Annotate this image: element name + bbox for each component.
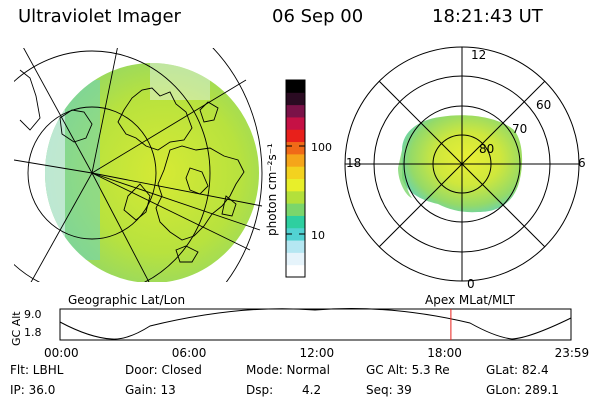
colorbar-band (286, 153, 305, 167)
colorbar-band (286, 141, 305, 155)
colorbar-band (286, 240, 305, 253)
date-readout: 06 Sep 00 (272, 6, 364, 27)
door-readout: Door: Closed (125, 363, 202, 377)
colorbar-band (286, 166, 305, 179)
dsp-value: 4.2 (302, 383, 322, 397)
colorbar-band (286, 116, 305, 130)
mlat-label-80: 80 (479, 142, 494, 156)
mlt-label-12: 12 (471, 48, 486, 62)
colorbar-band (286, 80, 305, 93)
alt-ylabel: GC Alt (10, 311, 23, 346)
colorbar-band (286, 264, 305, 278)
app-title: Ultraviolet Imager (18, 6, 181, 27)
mode-readout: Mode: Normal (246, 363, 330, 377)
time-readout: 18:21:43 UT (432, 6, 543, 27)
coastlines (19, 69, 245, 263)
gain-readout: Gain: 13 (125, 383, 176, 397)
colorbar-band (286, 190, 305, 204)
geo-caption: Geographic Lat/Lon (68, 293, 185, 307)
altitude-curve (59, 308, 572, 340)
ip-readout: IP: 36.0 (10, 383, 56, 397)
altitude-plot: 9.0 1.8 GC Alt 00:00 06:00 12:00 18:00 23:59 (10, 308, 589, 360)
dsp-label: Dsp: (246, 383, 274, 397)
mlt-label-6: 6 (578, 156, 586, 170)
mlt-label-18: 18 (346, 156, 361, 170)
gc-alt-readout: GC Alt: 5.3 Re (366, 363, 450, 377)
colorbar-band (286, 252, 305, 266)
alt-xtick-label: 12:00 (300, 346, 335, 360)
filter-readout: Flt: LBHL (10, 363, 64, 377)
colorbar-band (286, 203, 305, 216)
colorbar-band (286, 92, 305, 106)
colorbar-band (286, 178, 305, 192)
alt-xtick-label: 23:59 (555, 346, 590, 360)
colorbar: 100 10 photon cm⁻²s⁻¹ (265, 79, 332, 278)
alt-xtick-label: 06:00 (172, 346, 207, 360)
colorbar-unit-label: photon cm⁻²s⁻¹ (265, 143, 279, 236)
glat-readout: GLat: 82.4 (486, 363, 549, 377)
colorbar-tick-100: 100 (311, 141, 332, 154)
geographic-image (14, 48, 263, 282)
polar-plot: 12 6 0 18 60 70 80 (344, 46, 586, 291)
alt-ytick-high: 9.0 (24, 308, 42, 321)
seq-readout: Seq: 39 (366, 383, 412, 397)
mlat-label-60: 60 (536, 98, 551, 112)
colorbar-band (286, 215, 305, 229)
mlat-label-70: 70 (512, 122, 527, 136)
colorbar-band (286, 227, 305, 241)
alt-ytick-low: 1.8 (24, 326, 42, 339)
apex-caption: Apex MLat/MLT (425, 293, 515, 307)
colorbar-band (286, 129, 305, 143)
colorbar-band (286, 104, 305, 118)
alt-xtick-label: 18:00 (427, 346, 462, 360)
geo-grid (14, 48, 263, 282)
glon-readout: GLon: 289.1 (486, 383, 559, 397)
colorbar-tick-10: 10 (311, 229, 325, 242)
alt-xtick-label: 00:00 (44, 346, 79, 360)
mlt-label-0: 0 (467, 277, 475, 291)
